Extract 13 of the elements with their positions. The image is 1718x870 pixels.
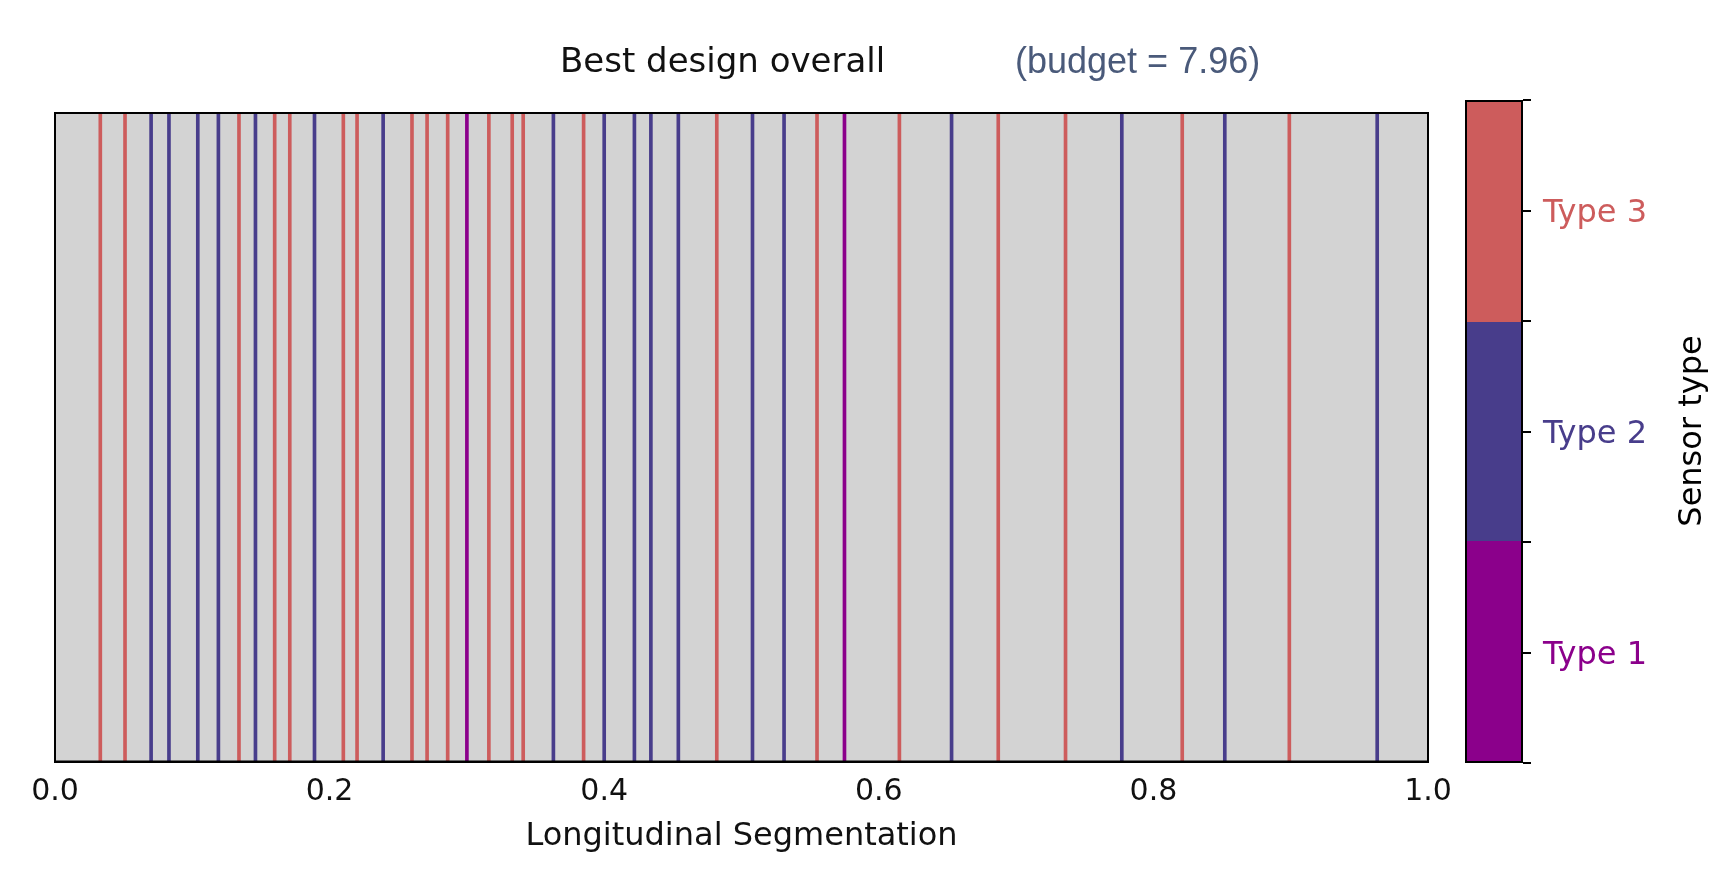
legend-title: Sensor type xyxy=(1671,335,1709,527)
x-tick-label: 0.0 xyxy=(31,772,79,808)
x-tick-label: 1.0 xyxy=(1404,772,1452,808)
text: Type 3 xyxy=(1543,191,1648,230)
x-tick-label: 0.8 xyxy=(1129,772,1178,808)
x-tick-label: 0.2 xyxy=(305,772,354,808)
chart-title: Best design overall xyxy=(560,40,886,80)
x-tick-label: 0.4 xyxy=(580,772,629,808)
text: (budget = 7.96) xyxy=(1015,40,1261,82)
x-axis-title: Longitudinal Segmentation xyxy=(525,815,958,854)
x-tick-label: 0.6 xyxy=(854,772,903,808)
text: Type 2 xyxy=(1543,412,1648,451)
text: Type 1 xyxy=(1543,633,1648,672)
